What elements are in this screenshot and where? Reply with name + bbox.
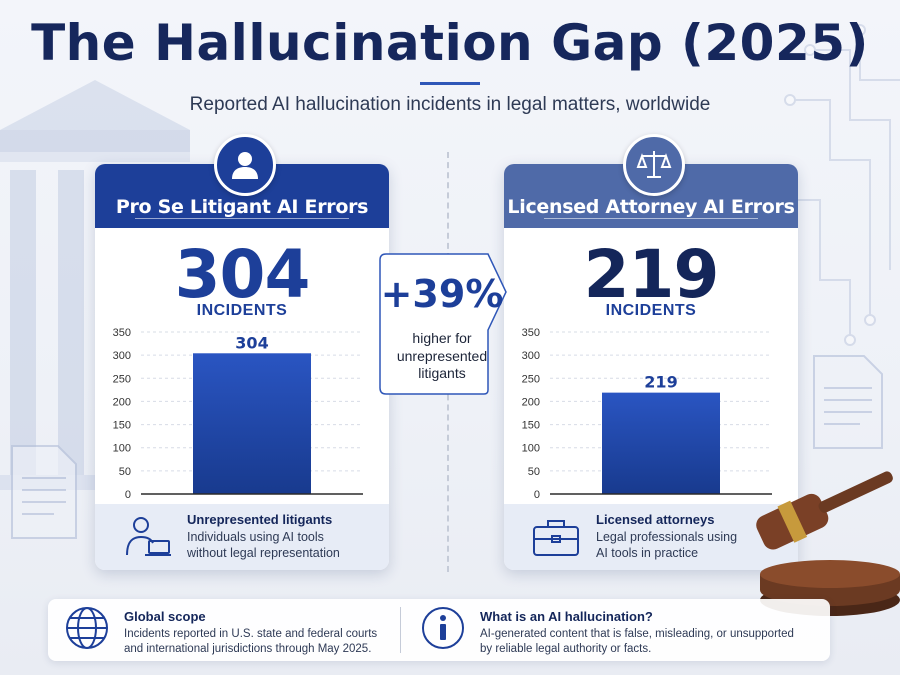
info-desc-line: AI-generated content that is false, misl… [480,628,794,640]
licensed-attorney-bar-chart: 0 50 100 150 200 250 300 350 219 [522,327,772,501]
y-tick-label: 50 [119,466,131,478]
footer-desc-line: without legal representation [187,546,340,560]
y-tick-label: 250 [522,373,540,385]
difference-callout: +39% higher for unrepresented litigants [378,252,508,396]
global-scope-block: Global scope Incidents reported in U.S. … [64,605,377,657]
person-icon [232,152,258,179]
card-title: Licensed Attorney AI Errors [507,196,795,218]
title-underline [420,82,480,85]
y-tick-label: 350 [113,327,131,339]
pro-se-bar-chart: 0 50 100 150 200 250 300 350 304 [113,327,363,501]
document-icon [11,445,77,539]
scope-title: Global scope [124,609,206,624]
person-badge [214,134,276,196]
footer-desc-line: Legal professionals using [596,530,738,545]
card-title: Pro Se Litigant AI Errors [115,196,369,218]
y-tick-label: 50 [528,466,540,478]
y-tick-label: 200 [113,396,131,408]
y-tick-label: 100 [113,443,131,455]
footer-title: Unrepresented litigants [187,512,333,528]
bar [193,353,311,494]
incident-label: INCIDENTS [605,302,697,319]
y-tick-label: 300 [522,350,540,362]
y-tick-label: 300 [113,350,131,362]
y-tick-label: 0 [534,489,540,501]
incident-count: 219 [583,236,720,313]
footer-desc-line: AI tools in practice [596,546,699,560]
person-laptop-icon [126,517,171,556]
licensed-attorney-card: Licensed Attorney AI Errors 219 INCIDENT… [504,164,798,570]
footer-title: Licensed attorneys [596,512,715,528]
footer-desc-line: Individuals using AI tools [187,530,324,545]
pro-se-card: Pro Se Litigant AI Errors 304 INCIDENTS … [95,164,389,570]
y-tick-label: 0 [125,489,131,501]
y-tick-label: 200 [522,396,540,408]
y-tick-label: 350 [522,327,540,339]
header-rule [135,218,349,219]
card-footer: Licensed attorneys Legal professionals u… [504,504,798,570]
gavel-illustration [756,471,900,616]
card-footer: Unrepresented litigants Individuals usin… [95,504,389,570]
info-icon [422,607,464,649]
y-tick-label: 150 [113,420,131,432]
page-title: The Hallucination Gap (2025) [31,14,869,72]
globe-icon [66,607,108,649]
definition-block: What is an AI hallucination? AI-generate… [420,605,794,657]
incident-count: 304 [174,236,311,313]
incident-label: INCIDENTS [196,302,288,319]
y-tick-label: 100 [522,443,540,455]
document-icon [813,355,883,449]
difference-value: +39% [380,272,504,316]
briefcase-icon [533,520,579,556]
info-title: What is an AI hallucination? [480,609,653,624]
scales-icon [636,151,672,178]
panel-separator [400,607,401,653]
info-panel: Global scope Incidents reported in U.S. … [48,599,830,661]
scope-desc-line: Incidents reported in U.S. state and fed… [124,628,378,640]
callout-shape [379,253,507,395]
header-rule [544,218,758,219]
y-tick-label: 150 [522,420,540,432]
callout-line: higher for [412,330,472,346]
y-tick-label: 250 [113,373,131,385]
page-subtitle: Reported AI hallucination incidents in l… [189,94,711,115]
bar-data-label: 219 [644,373,677,392]
scope-desc-line: and international jurisdictions through … [124,642,372,655]
bar-data-label: 304 [235,333,268,352]
difference-text: higher for unrepresented litigants [378,330,506,383]
info-desc-line: by reliable legal authority or facts. [480,642,652,655]
bar [602,392,720,494]
scales-badge [623,134,685,196]
callout-line: litigants [418,365,466,381]
callout-line: unrepresented [396,347,488,364]
